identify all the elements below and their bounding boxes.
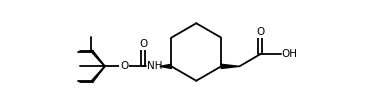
Text: O: O <box>120 61 128 71</box>
Text: NH: NH <box>147 61 162 71</box>
Text: OH: OH <box>281 49 297 59</box>
Text: O: O <box>256 27 265 37</box>
Polygon shape <box>160 64 171 68</box>
Polygon shape <box>221 64 239 68</box>
Text: O: O <box>139 39 148 49</box>
